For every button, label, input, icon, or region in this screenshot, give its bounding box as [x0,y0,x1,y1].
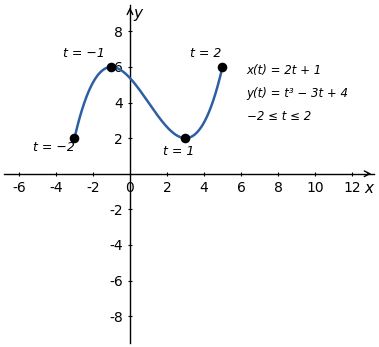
Text: t = −1: t = −1 [63,47,105,60]
Text: −2 ≤ t ≤ 2: −2 ≤ t ≤ 2 [246,110,311,123]
Point [182,135,188,141]
Point [108,64,114,70]
Point [71,135,77,141]
Text: x(t) = 2t + 1: x(t) = 2t + 1 [246,64,322,77]
Point [219,64,226,70]
Text: t = 2: t = 2 [190,47,221,60]
Text: y: y [134,6,143,21]
Text: x: x [364,181,373,196]
Text: y(t) = t³ − 3t + 4: y(t) = t³ − 3t + 4 [246,87,349,100]
Text: t = 1: t = 1 [163,145,195,158]
Text: t = −2: t = −2 [33,142,75,154]
